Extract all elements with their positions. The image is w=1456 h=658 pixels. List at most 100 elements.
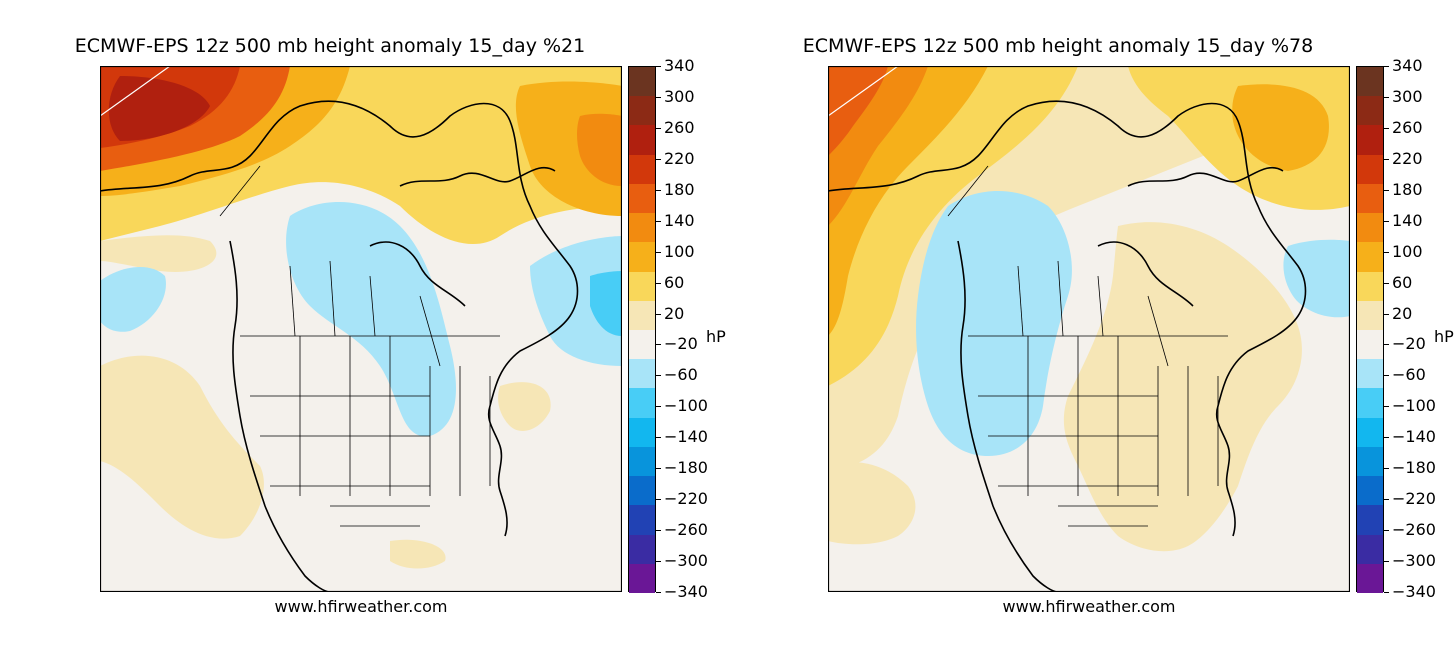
colorbar-tick	[1384, 406, 1389, 408]
colorbar-tick	[656, 220, 661, 222]
colorbar-segment	[629, 563, 655, 594]
colorbar-tick-label: −140	[1392, 427, 1436, 447]
weak-positive-area	[1063, 222, 1302, 552]
colorbar-segment	[1357, 300, 1383, 331]
colorbar-tick	[1384, 468, 1389, 470]
colorbar-tick-label: −100	[1392, 396, 1436, 416]
colorbar-tick-label: −220	[664, 489, 708, 509]
colorbar-tick-label: 20	[1392, 303, 1413, 323]
colorbar-tick	[656, 158, 661, 160]
negative-anomaly-area	[916, 191, 1072, 456]
colorbar-tick	[1384, 220, 1389, 222]
colorbar-segment	[1357, 330, 1383, 360]
colorbar-tick-label: −220	[1392, 489, 1436, 509]
colorbar-tick	[1384, 251, 1389, 253]
colorbar-segment	[1357, 242, 1383, 273]
colorbar-tick-label: −260	[664, 520, 708, 540]
colorbar-segment	[629, 154, 655, 185]
colorbar-tick-label: −260	[1392, 520, 1436, 540]
colorbar-tick	[1384, 437, 1389, 439]
dateline-marker	[828, 66, 899, 117]
colorbar-segment	[629, 446, 655, 477]
colorbar-segment	[1357, 154, 1383, 185]
weak-positive-area	[100, 355, 264, 539]
colorbar-tick	[656, 561, 661, 563]
colorbar-segment	[629, 388, 655, 419]
colorbar-tick	[1384, 282, 1389, 284]
colorbar-tick	[1384, 66, 1389, 67]
colorbar-segment	[1357, 125, 1383, 156]
colorbar-tick-label: 60	[1392, 272, 1413, 292]
colorbar-tick	[656, 406, 661, 408]
colorbar-segment	[629, 96, 655, 126]
anomaly-map	[828, 66, 1350, 592]
colorbar-segment	[1357, 388, 1383, 419]
colorbar-tick-label: −180	[1392, 458, 1436, 478]
colorbar-segment	[629, 271, 655, 302]
colorbar-segment	[629, 67, 655, 97]
weak-positive-area	[828, 462, 916, 545]
source-credit: www.hfirweather.com	[1002, 597, 1176, 616]
colorbar-segment	[1357, 534, 1383, 565]
colorbar-tick-label: −100	[664, 396, 708, 416]
colorbar-tick	[656, 127, 661, 129]
colorbar-tick	[1384, 313, 1389, 315]
colorbar-unit: hP	[706, 327, 726, 346]
colorbar-segment	[1357, 446, 1383, 477]
colorbar-tick	[656, 313, 661, 315]
colorbar-tick-label: 180	[1392, 179, 1423, 199]
colorbar-tick	[656, 592, 661, 593]
colorbar-segment	[1357, 359, 1383, 389]
colorbar-tick	[656, 189, 661, 191]
colorbar-tick	[656, 375, 661, 377]
political-borders	[947, 165, 1228, 527]
colorbar-segment	[1357, 96, 1383, 126]
colorbar-tick-label: 300	[664, 86, 695, 106]
colorbar-tick	[1384, 344, 1389, 346]
colorbar-tick-label: 260	[1392, 117, 1423, 137]
colorbar-segment	[1357, 183, 1383, 214]
colorbar-segment	[629, 505, 655, 536]
colorbar-tick-label: −300	[664, 551, 708, 571]
colorbar-tick-label: −180	[664, 458, 708, 478]
colorbar-segment	[1357, 476, 1383, 506]
map-panel-left: ECMWF-EPS 12z 500 mb height anomaly 15_d…	[74, 35, 726, 616]
colorbar-tick-label: 260	[664, 117, 695, 137]
colorbar-tick-label: 140	[1392, 210, 1423, 230]
colorbar-segment	[629, 359, 655, 389]
colorbar-tick-label: 220	[1392, 148, 1423, 168]
weak-positive-area	[100, 235, 217, 272]
political-borders	[219, 165, 500, 527]
dateline-marker	[100, 66, 171, 117]
positive-anomaly-area	[828, 66, 888, 156]
colorbar-tick-label: −60	[1392, 365, 1426, 385]
colorbar-tick	[656, 251, 661, 253]
colorbar-tick-label: 180	[664, 179, 695, 199]
colorbar-unit: hP	[1434, 327, 1454, 346]
colorbar-tick-label: −340	[664, 582, 708, 601]
weak-positive-area	[498, 382, 551, 431]
colorbar-tick	[656, 344, 661, 346]
colorbar	[1356, 66, 1384, 594]
negative-anomaly-area	[100, 266, 166, 332]
colorbar-tick	[656, 96, 661, 98]
colorbar-tick-label: −340	[1392, 582, 1436, 601]
colorbar-tick	[1384, 530, 1389, 532]
colorbar-tick-label: 220	[664, 148, 695, 168]
anomaly-map	[100, 66, 622, 592]
colorbar-segment	[1357, 563, 1383, 594]
colorbar-tick-label: −20	[664, 334, 698, 354]
positive-anomaly-area	[577, 113, 622, 186]
map-title: ECMWF-EPS 12z 500 mb height anomaly 15_d…	[802, 35, 1314, 57]
colorbar-tick	[1384, 375, 1389, 377]
colorbar-tick	[1384, 189, 1389, 191]
map-title: ECMWF-EPS 12z 500 mb height anomaly 15_d…	[74, 35, 586, 57]
colorbar-tick-label: 140	[664, 210, 695, 230]
colorbar-segment	[1357, 505, 1383, 536]
colorbar-tick	[1384, 592, 1389, 593]
colorbar-tick-label: 60	[664, 272, 685, 292]
colorbar-tick-label: 300	[1392, 86, 1423, 106]
colorbar-segment	[629, 242, 655, 273]
colorbar-segment	[1357, 67, 1383, 97]
negative-anomaly-area	[286, 202, 456, 437]
